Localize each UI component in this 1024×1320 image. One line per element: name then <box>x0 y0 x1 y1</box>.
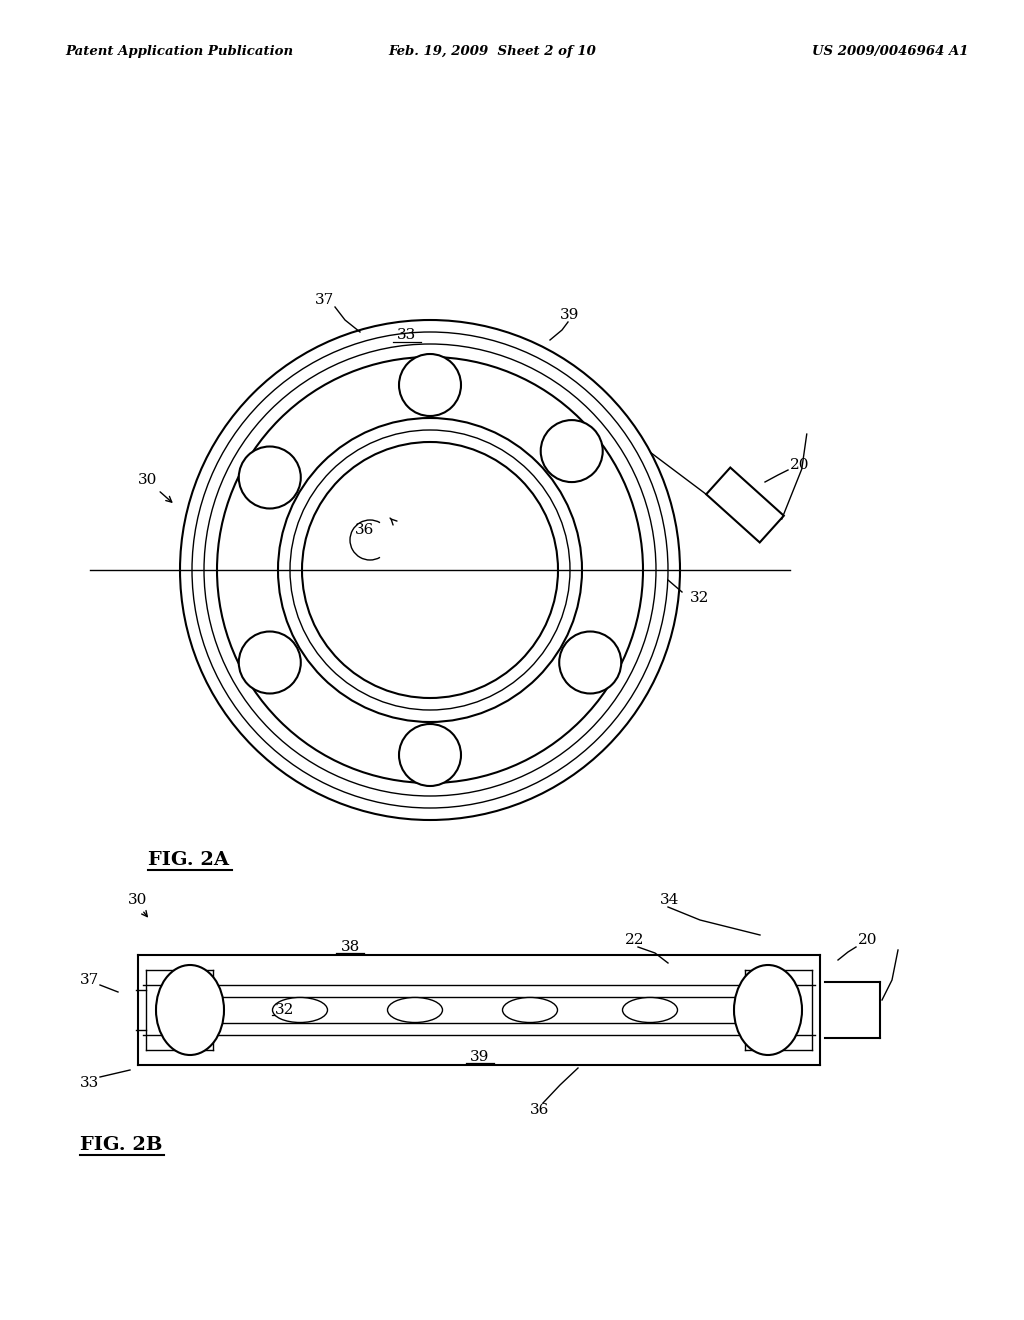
Text: 36: 36 <box>530 1104 550 1117</box>
Text: 33: 33 <box>80 1076 99 1090</box>
Text: 38: 38 <box>340 940 359 954</box>
Circle shape <box>559 631 622 693</box>
Text: US 2009/0046964 A1: US 2009/0046964 A1 <box>812 45 969 58</box>
Circle shape <box>239 631 301 693</box>
Text: 36: 36 <box>355 523 375 537</box>
Text: FIG. 2B: FIG. 2B <box>80 1137 163 1154</box>
Text: 30: 30 <box>138 473 158 487</box>
Text: 30: 30 <box>128 894 147 907</box>
Text: 20: 20 <box>790 458 810 473</box>
Text: 22: 22 <box>625 933 644 946</box>
Ellipse shape <box>387 998 442 1023</box>
Text: 32: 32 <box>275 1003 295 1016</box>
Text: 39: 39 <box>560 308 580 322</box>
Ellipse shape <box>156 965 224 1055</box>
Text: 39: 39 <box>470 1049 489 1064</box>
Text: Patent Application Publication: Patent Application Publication <box>65 45 293 58</box>
Circle shape <box>399 723 461 785</box>
Text: 37: 37 <box>80 973 99 987</box>
Circle shape <box>239 446 301 508</box>
Text: 32: 32 <box>690 591 710 605</box>
Text: 34: 34 <box>660 894 679 907</box>
Ellipse shape <box>623 998 678 1023</box>
Circle shape <box>399 354 461 416</box>
Text: FIG. 2A: FIG. 2A <box>148 851 229 869</box>
Ellipse shape <box>272 998 328 1023</box>
Ellipse shape <box>503 998 557 1023</box>
Polygon shape <box>707 467 783 543</box>
Text: Feb. 19, 2009  Sheet 2 of 10: Feb. 19, 2009 Sheet 2 of 10 <box>388 45 596 58</box>
Circle shape <box>541 420 603 482</box>
Text: 37: 37 <box>315 293 334 308</box>
Text: 20: 20 <box>858 933 878 946</box>
Ellipse shape <box>734 965 802 1055</box>
Text: 33: 33 <box>397 327 417 342</box>
